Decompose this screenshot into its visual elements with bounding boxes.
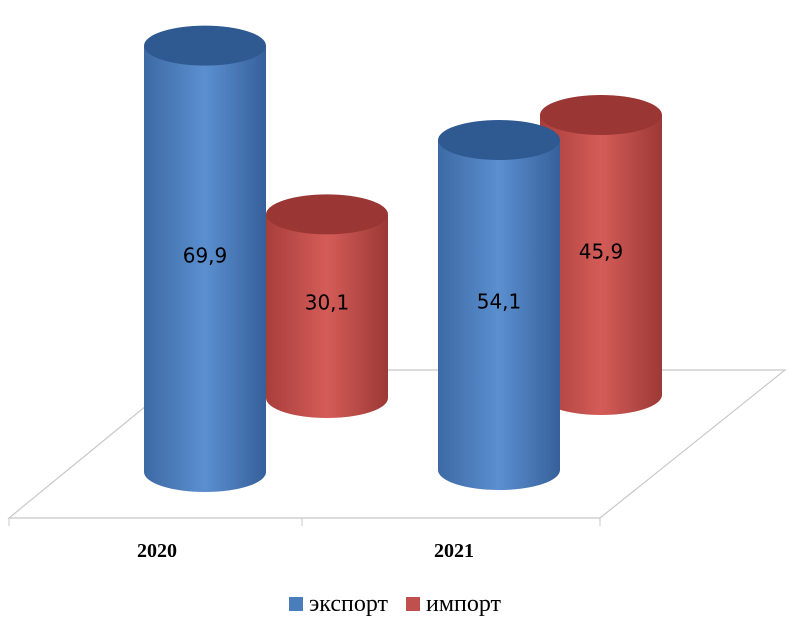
bar-body [540, 115, 662, 415]
data-label: 30,1 [305, 291, 350, 315]
bar-top [438, 119, 560, 160]
bar-экспорт-2020: 69,9 [144, 25, 266, 492]
legend-swatch-import [405, 597, 420, 611]
data-label: 54,1 [477, 289, 522, 313]
bar-импорт-2020: 30,1 [266, 194, 388, 418]
category-label-2021: 2021 [434, 540, 474, 562]
data-label: 69,9 [183, 243, 228, 267]
bar-body [266, 214, 388, 418]
category-label-2020: 2020 [137, 540, 177, 562]
bar-top [266, 194, 388, 235]
bar-body [144, 45, 266, 492]
chart-floor [7, 369, 787, 526]
bar-top [540, 95, 662, 136]
bars-layer: 30,1 45,9 69,9 54,1 [144, 25, 662, 492]
legend-swatch-export [288, 597, 303, 611]
bar-top [144, 25, 266, 66]
bar-импорт-2021: 45,9 [540, 95, 662, 415]
legend-item-import: импорт [405, 591, 502, 617]
bar-экспорт-2021: 54,1 [438, 119, 560, 491]
legend: экспорт импорт [0, 592, 790, 616]
legend-label-import: импорт [425, 591, 502, 617]
bar-body [438, 139, 560, 491]
category-labels: 2020 2021 [137, 540, 474, 562]
legend-item-export: экспорт [288, 591, 388, 617]
legend-label-export: экспорт [308, 591, 388, 617]
data-label: 45,9 [579, 240, 624, 264]
